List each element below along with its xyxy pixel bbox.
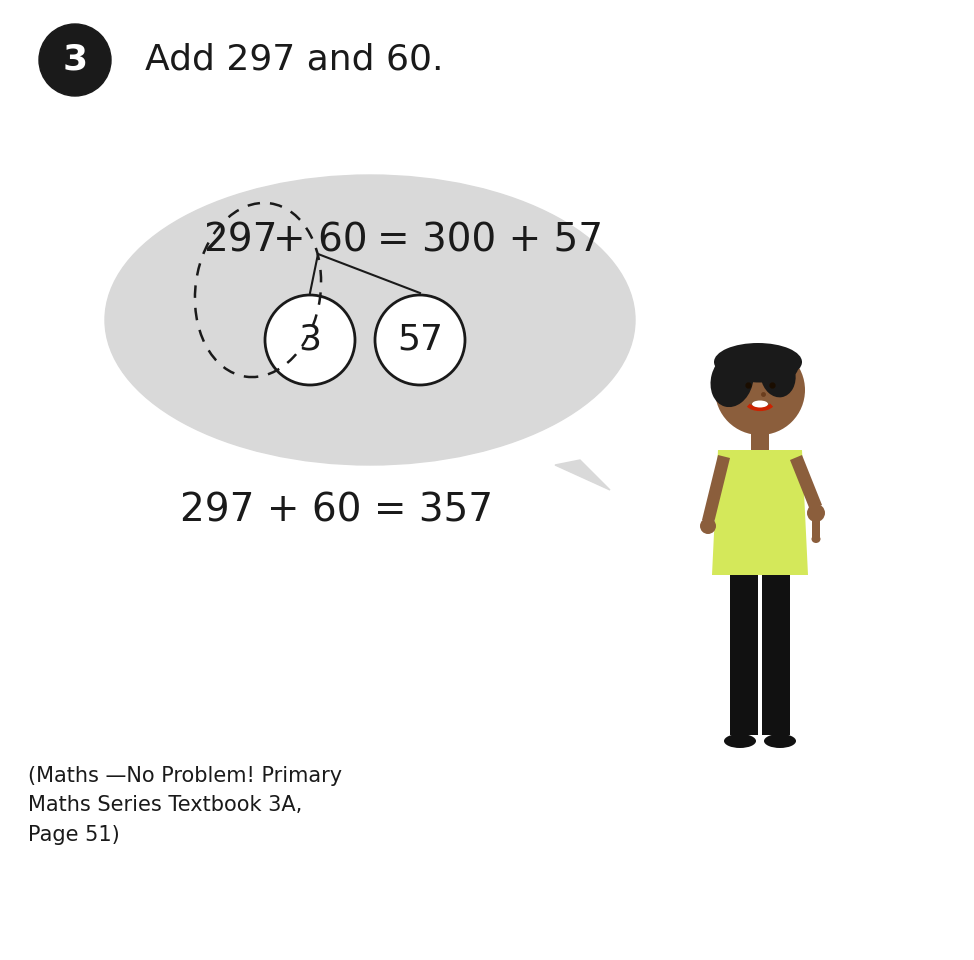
Ellipse shape: [714, 343, 802, 381]
Ellipse shape: [724, 734, 756, 748]
Circle shape: [807, 504, 825, 522]
Text: = 300 + 57: = 300 + 57: [377, 221, 603, 259]
Ellipse shape: [764, 734, 796, 748]
Polygon shape: [712, 450, 808, 575]
Polygon shape: [702, 455, 730, 523]
Ellipse shape: [761, 352, 796, 397]
Text: (Maths —No Problem! Primary
Maths Series Textbook 3A,
Page 51): (Maths —No Problem! Primary Maths Series…: [28, 766, 342, 845]
Polygon shape: [790, 455, 822, 510]
Polygon shape: [762, 575, 790, 735]
Text: 297 + 60 = 357: 297 + 60 = 357: [180, 491, 493, 529]
Ellipse shape: [710, 353, 754, 407]
Text: Add 297 and 60.: Add 297 and 60.: [145, 43, 443, 77]
Polygon shape: [812, 512, 820, 538]
Polygon shape: [751, 430, 769, 453]
Polygon shape: [555, 460, 610, 490]
Circle shape: [700, 518, 716, 534]
Text: 3: 3: [62, 43, 88, 77]
Text: + 60: + 60: [273, 221, 367, 259]
Circle shape: [715, 345, 805, 435]
Text: 57: 57: [397, 323, 443, 357]
Ellipse shape: [811, 535, 820, 543]
Polygon shape: [730, 575, 758, 735]
Ellipse shape: [752, 400, 768, 407]
Text: 3: 3: [298, 323, 321, 357]
Ellipse shape: [105, 175, 635, 465]
Ellipse shape: [723, 357, 798, 382]
Circle shape: [375, 295, 465, 385]
Text: 297: 297: [203, 221, 278, 259]
Circle shape: [39, 24, 111, 96]
Circle shape: [265, 295, 355, 385]
